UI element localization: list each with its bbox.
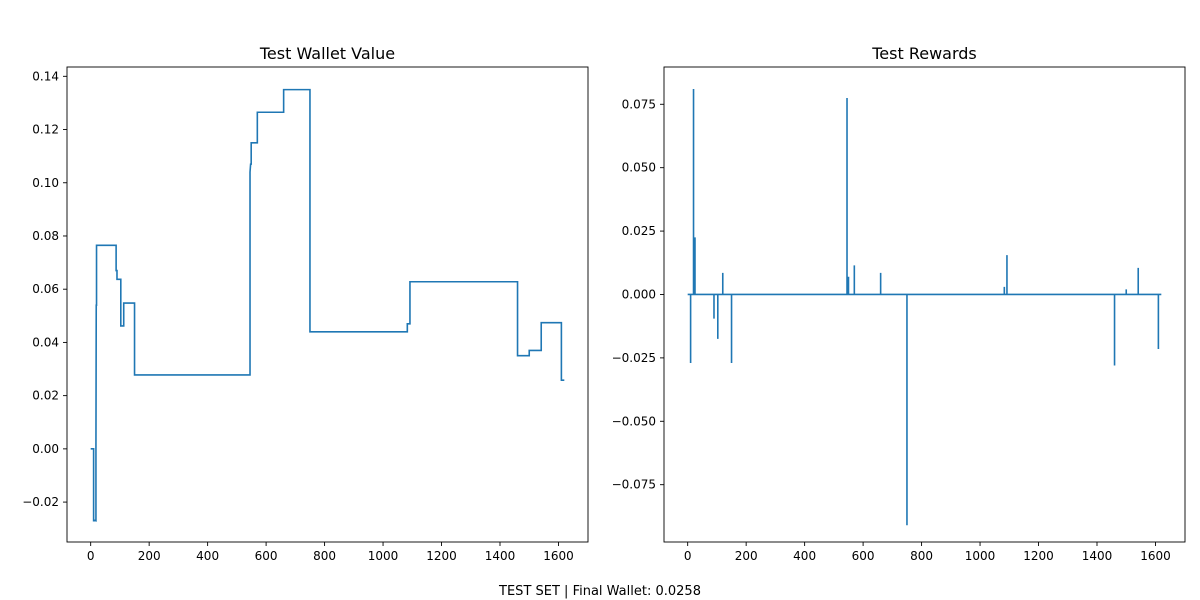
chart-title: Test Rewards [871,44,977,63]
x-tick-label: 1200 [1023,549,1054,563]
y-tick-label: 0.06 [32,282,59,296]
y-tick-label: 0.10 [32,176,59,190]
y-tick-label: 0.025 [622,224,656,238]
series-line [687,89,1162,526]
rewards-chart: 0 200 400 600 800 1000 1200 1400 1600 −0.075 −0.05… [612,44,1186,563]
y-tick-label: 0.08 [32,229,59,243]
y-tick-label: 0.04 [32,335,59,349]
plot-frame [66,66,589,543]
wallet-value-chart: 0 200 400 600 800 1000 1200 1400 1600 −0.02 0.00 0.… [22,44,589,563]
x-tick-label: 200 [735,549,758,563]
x-tick-label: 0 [684,549,692,563]
x-tick-label: 600 [852,549,875,563]
x-tick-label: 400 [793,549,816,563]
y-tick-label: −0.075 [612,478,656,492]
y-tick-label: −0.025 [612,351,656,365]
x-tick-label: 1000 [965,549,996,563]
y-tick-label: 0.050 [622,161,656,175]
figure-caption: TEST SET | Final Wallet: 0.0258 [498,584,701,599]
x-tick-label: 400 [196,549,219,563]
x-tick-label: 600 [255,549,278,563]
series-line [90,88,565,522]
x-tick-label: 800 [910,549,933,563]
x-tick-label: 1600 [1140,549,1171,563]
y-tick-label: 0.000 [622,287,656,301]
x-tick-label: 1000 [368,549,399,563]
x-tick-label: 1400 [1082,549,1113,563]
x-tick-label: 200 [138,549,161,563]
x-tick-label: 1400 [485,549,516,563]
plot-frame [663,66,1186,543]
y-tick-label: 0.00 [32,442,59,456]
x-tick-label: 1600 [543,549,574,563]
y-tick-label: −0.050 [612,414,656,428]
y-tick-label: 0.075 [622,97,656,111]
y-tick-label: 0.02 [32,389,59,403]
x-tick-label: 800 [313,549,336,563]
x-tick-label: 1200 [426,549,457,563]
y-tick-label: −0.02 [22,495,59,509]
y-tick-label: 0.12 [32,123,59,137]
y-tick-label: 0.14 [32,69,59,83]
x-tick-label: 0 [87,549,95,563]
chart-title: Test Wallet Value [259,44,395,63]
